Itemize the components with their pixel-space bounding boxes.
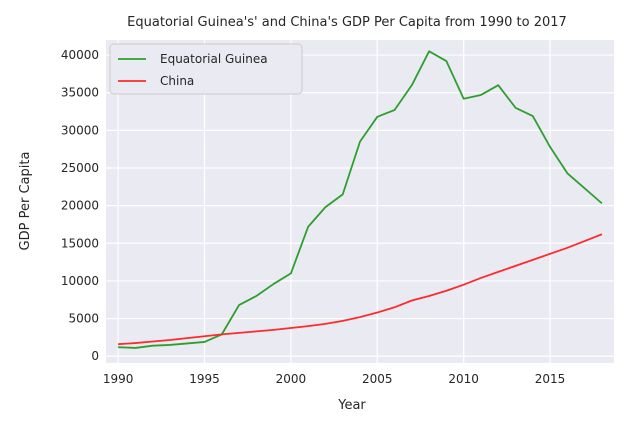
x-tick-label: 1990 [103, 372, 134, 386]
legend-label: China [160, 74, 194, 88]
series-layer [118, 50, 603, 349]
chart-title: Equatorial Guinea's' and China's GDP Per… [127, 15, 567, 30]
legend-label: Equatorial Guinea [160, 52, 268, 66]
x-tick-label: 2015 [535, 372, 566, 386]
y-tick-label: 10000 [61, 274, 99, 288]
y-tick-label: 40000 [61, 48, 99, 62]
x-tick-label: 2010 [448, 372, 479, 386]
x-axis-label: Year [337, 398, 366, 413]
y-tick-label: 20000 [61, 199, 99, 213]
x-tick-labels: 1990 1995 2000 2005 2010 2015 [103, 372, 566, 386]
y-tick-label: 35000 [61, 86, 99, 100]
y-tick-label: 25000 [61, 161, 99, 175]
y-tick-label: 0 [91, 349, 99, 363]
y-axis-label: GDP Per Capita [18, 152, 33, 251]
y-tick-label: 30000 [61, 123, 99, 137]
y-tick-label: 15000 [61, 236, 99, 250]
series-line-china [118, 233, 603, 346]
x-tick-label: 2005 [362, 372, 393, 386]
y-tick-labels: 0 5000 10000 15000 20000 25000 30000 35000 40000 [61, 48, 99, 363]
legend: Equatorial Guinea China [109, 43, 303, 95]
x-tick-label: 2000 [276, 372, 307, 386]
series-line-equatorial-guinea [118, 50, 603, 349]
x-tick-label: 1995 [189, 372, 220, 386]
y-tick-label: 5000 [68, 312, 99, 326]
legend-box [109, 43, 303, 95]
